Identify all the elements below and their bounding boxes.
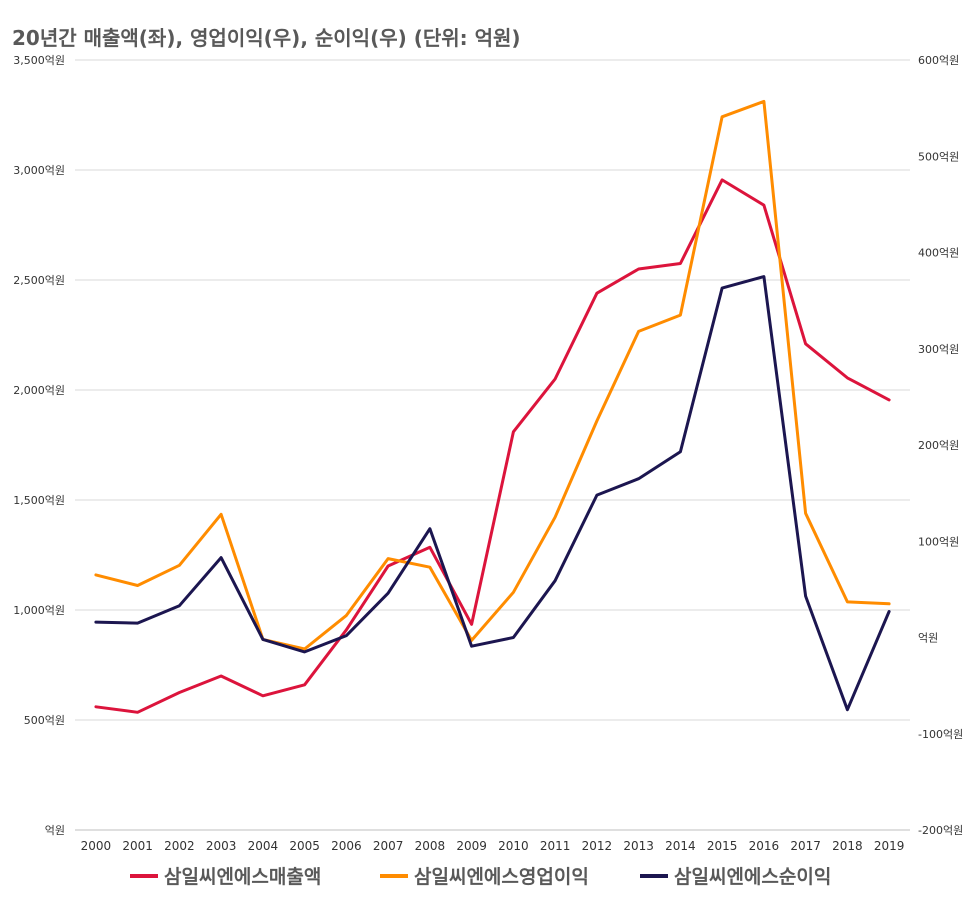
- x-axis-tick-label: 2014: [665, 839, 696, 853]
- x-axis-tick-label: 2003: [206, 839, 237, 853]
- x-axis-tick-label: 2004: [248, 839, 279, 853]
- x-axis-tick-label: 2011: [540, 839, 571, 853]
- right-axis-tick-label: 억원: [918, 632, 938, 645]
- right-axis-tick-label: 300억원: [918, 343, 959, 356]
- x-axis-tick-label: 2015: [707, 839, 738, 853]
- right-axis-tick-label: 500억원: [918, 150, 959, 163]
- left-axis-tick-label: 1,000억원: [13, 604, 65, 617]
- net-profit-line: [94, 275, 891, 712]
- x-axis-tick-label: 2001: [122, 839, 153, 853]
- left-axis-tick-label: 500억원: [24, 714, 65, 727]
- x-axis-tick-label: 2016: [749, 839, 780, 853]
- line-chart: 억원 500억원 1,000억원 1,500억원 2,000억원 2,500억원 3,000…: [13, 54, 963, 853]
- right-axis-tick-label: 200억원: [918, 439, 959, 452]
- legend-item-operating-profit[interactable]: 삼일씨엔에스영업이익: [380, 862, 589, 889]
- left-axis-tick-label: 2,000억원: [13, 384, 65, 397]
- right-axis-tick-label: 600억원: [918, 54, 959, 67]
- sales-line: [94, 178, 891, 714]
- x-axis-tick-label: 2000: [81, 839, 112, 853]
- legend-swatch-net-profit: [640, 873, 668, 878]
- right-axis-tick-label: -200억원: [918, 824, 963, 837]
- x-axis-tick-label: 2013: [623, 839, 654, 853]
- legend-label-sales: 삼일씨엔에스매출액: [164, 866, 322, 888]
- legend-label-operating-profit: 삼일씨엔에스영업이익: [414, 866, 589, 888]
- x-axis-tick-label: 2018: [832, 839, 863, 853]
- x-axis-tick-label: 2009: [456, 839, 487, 853]
- x-axis-tick-label: 2012: [582, 839, 613, 853]
- legend-item-sales[interactable]: 삼일씨엔에스매출액: [130, 862, 321, 889]
- x-axis-tick-label: 2005: [289, 839, 320, 853]
- legend-swatch-sales: [130, 873, 158, 878]
- x-axis-tick-label: 2010: [498, 839, 529, 853]
- legend-label-net-profit: 삼일씨엔에스순이익: [674, 866, 832, 888]
- legend-swatch-operating-profit: [380, 873, 408, 878]
- x-axis-tick-label: 2002: [164, 839, 195, 853]
- left-axis-tick-label: 억원: [45, 824, 65, 837]
- operating-profit-line: [94, 99, 891, 651]
- right-axis-tick-label: 400억원: [918, 247, 959, 260]
- chart-title: 20년간 매출액(좌), 영업이익(우), 순이익(우) (단위: 억원): [12, 26, 521, 50]
- right-axis-tick-label: -100억원: [918, 728, 963, 741]
- left-axis-tick-label: 3,500억원: [13, 54, 65, 67]
- x-axis-tick-label: 2006: [331, 839, 362, 853]
- left-axis-tick-label: 1,500억원: [13, 494, 65, 507]
- left-axis-tick-label: 3,000억원: [13, 164, 65, 177]
- x-axis-tick-label: 2019: [874, 839, 905, 853]
- legend-item-net-profit[interactable]: 삼일씨엔에스순이익: [640, 862, 831, 889]
- x-axis-tick-label: 2008: [415, 839, 446, 853]
- right-axis-tick-label: 100억원: [918, 535, 959, 548]
- legend: 삼일씨엔에스매출액 삼일씨엔에스영업이익 삼일씨엔에스순이익: [0, 862, 978, 892]
- x-axis-tick-label: 2017: [790, 839, 821, 853]
- x-axis-tick-label: 2007: [373, 839, 404, 853]
- left-axis-tick-label: 2,500억원: [13, 274, 65, 287]
